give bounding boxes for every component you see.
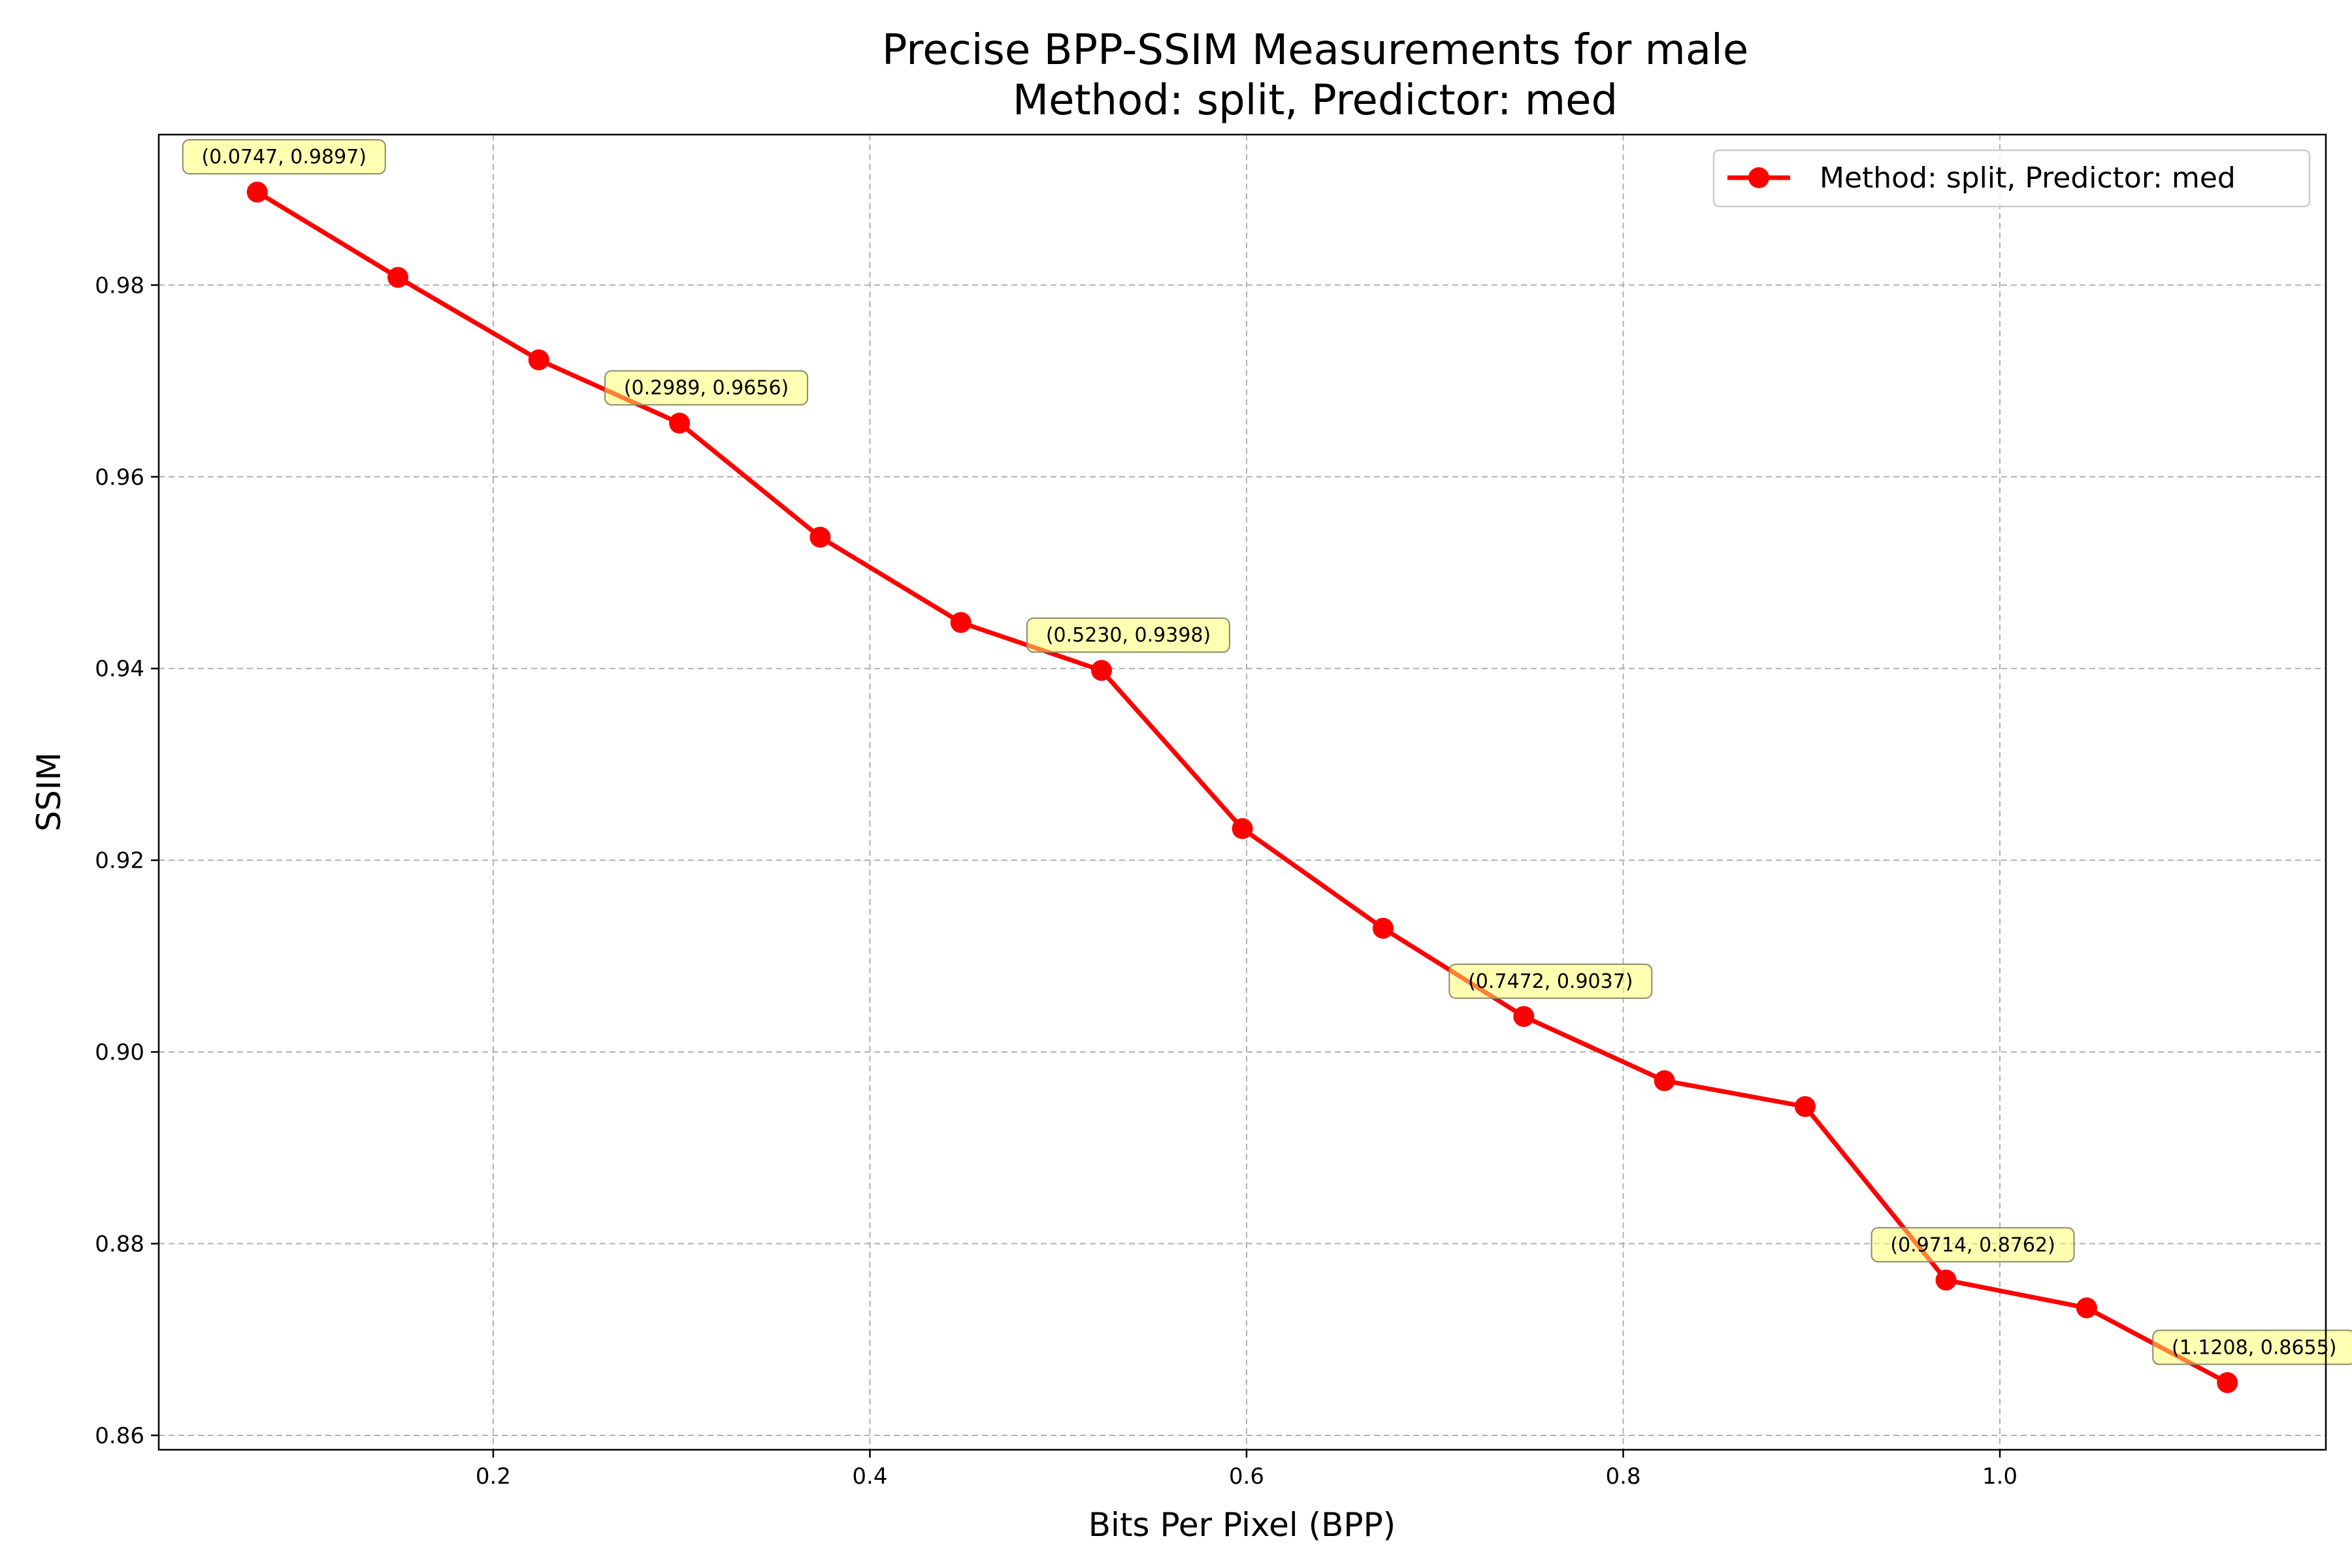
data-point-marker <box>2076 1297 2097 1318</box>
annotation-box <box>1448 963 1653 999</box>
annotation-layer: (0.0747, 0.9897) (0.2989, 0.9656) (0.5230,… <box>182 139 2352 1365</box>
annotation-box <box>1870 1227 2075 1263</box>
y-tick-label: 0.86 <box>95 1423 144 1449</box>
y-tick-label: 0.98 <box>95 272 144 299</box>
data-point-marker <box>387 267 409 288</box>
data-point-marker <box>1372 917 1394 939</box>
chart-subtitle: Method: split, Predictor: med <box>1013 76 1618 125</box>
data-point-marker <box>246 182 268 203</box>
x-tick-label: 0.4 <box>852 1463 887 1490</box>
x-tick-label: 0.8 <box>1605 1463 1641 1490</box>
data-point-marker <box>1513 1005 1535 1027</box>
data-label: (0.5230, 0.9398) <box>1046 624 1211 647</box>
y-axis-label: SSIM <box>30 752 68 831</box>
data-point-marker <box>809 527 831 548</box>
annotation-box <box>2152 1330 2352 1365</box>
data-point-marker <box>1091 660 1113 681</box>
x-tick-label: 1.0 <box>1982 1463 2017 1490</box>
legend-label: Method: split, Predictor: med <box>1820 161 2236 195</box>
x-tick-label: 0.6 <box>1229 1463 1264 1490</box>
plot-area-frame <box>157 133 2327 1451</box>
data-point-marker <box>1794 1096 1816 1117</box>
annotation-box <box>604 370 809 406</box>
data-point-marker <box>528 349 549 370</box>
data-point-marker <box>1654 1070 1675 1092</box>
data-point-marker <box>950 612 972 633</box>
x-axis-label: Bits Per Pixel (BPP) <box>1088 1506 1396 1544</box>
data-point-marker <box>669 412 691 434</box>
legend-box <box>1712 149 2311 208</box>
annotation-box <box>1026 617 1231 653</box>
legend-marker-swatch <box>1748 167 1769 188</box>
y-tick-label: 0.88 <box>95 1232 144 1258</box>
series-layer <box>246 182 2238 1394</box>
legend: Method: split, Predictor: med <box>1712 149 2311 208</box>
y-tick-label: 0.96 <box>95 465 144 491</box>
data-label: (0.7472, 0.9037) <box>1468 970 1633 993</box>
data-point-marker <box>1935 1269 1957 1291</box>
data-point-marker <box>2217 1372 2238 1394</box>
data-label: (0.9714, 0.8762) <box>1890 1233 2055 1256</box>
data-label: (1.1208, 0.8655) <box>2172 1336 2336 1359</box>
data-label: (0.2989, 0.9656) <box>624 377 789 400</box>
chart-title: Precise BPP-SSIM Measurements for male <box>882 26 1748 74</box>
y-tick-label: 0.90 <box>95 1039 144 1066</box>
x-tick-label: 0.2 <box>476 1463 511 1490</box>
data-label: (0.0747, 0.9897) <box>202 146 367 169</box>
annotation-box <box>182 139 386 175</box>
y-tick-label: 0.92 <box>95 848 144 874</box>
data-point-marker <box>1232 818 1253 840</box>
y-tick-label: 0.94 <box>95 656 144 682</box>
axis-ticks: 0.2 0.4 0.6 0.8 1.0 0.86 0.88 0.90 0.92 0.94 0.96 0… <box>95 272 2017 1490</box>
